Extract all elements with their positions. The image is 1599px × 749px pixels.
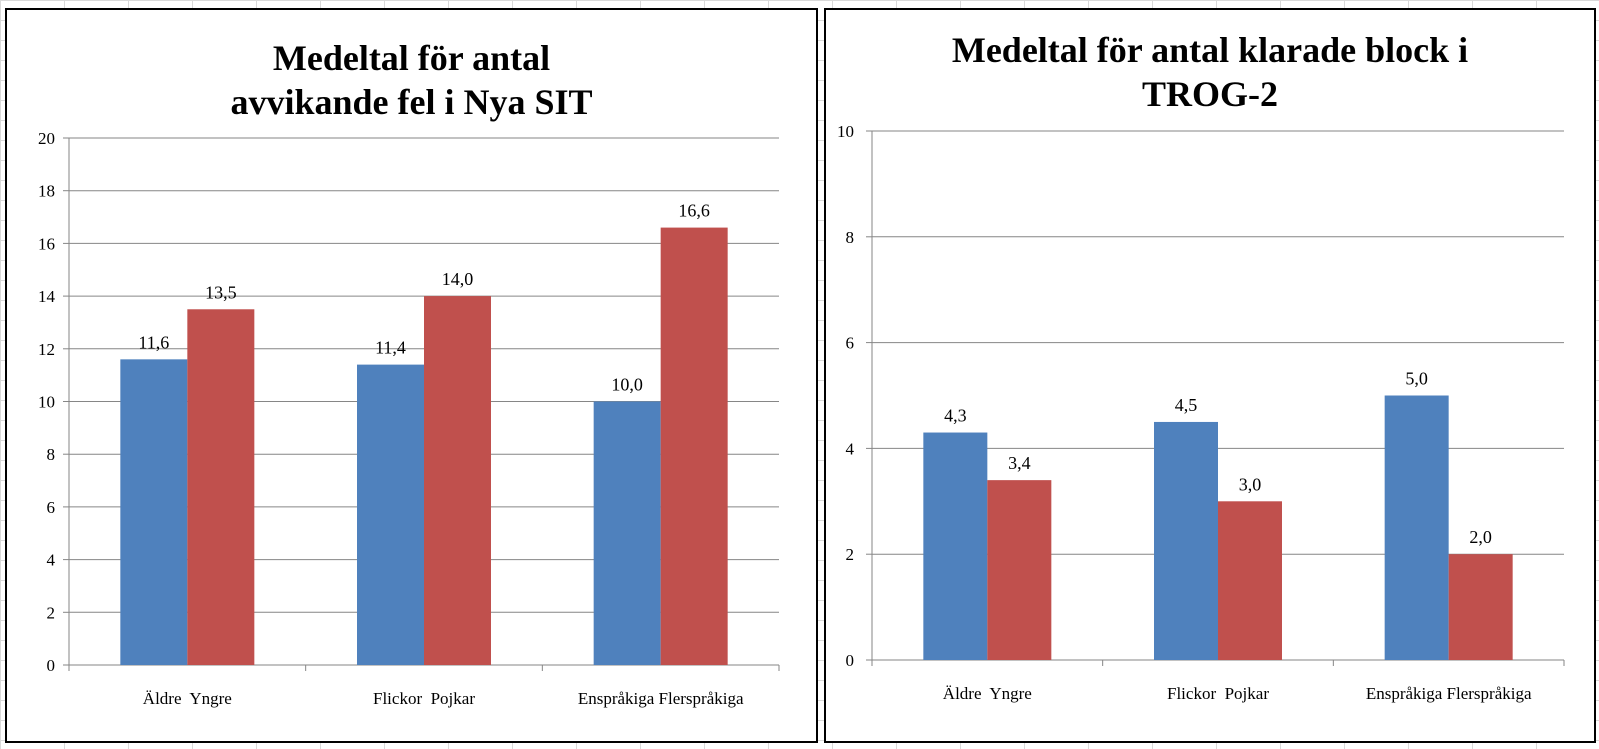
chart-title-trog2: Medeltal för antal klarade block i TROG-…	[826, 28, 1594, 116]
data-label: 11,6	[138, 332, 169, 352]
bar	[1384, 395, 1449, 660]
bar	[987, 480, 1052, 660]
bar	[660, 227, 728, 665]
y-tick-label: 14	[38, 287, 56, 306]
bar	[424, 296, 491, 665]
y-tick-label: 18	[38, 182, 55, 201]
data-label: 14,0	[442, 269, 474, 289]
y-tick-label: 12	[38, 340, 55, 359]
data-label: 13,5	[205, 282, 237, 302]
category-label: Enspråkiga Flerspråkiga	[1366, 684, 1532, 703]
category-label: Enspråkiga Flerspråkiga	[578, 689, 744, 708]
bar	[1448, 554, 1513, 660]
y-tick-label: 10	[837, 122, 854, 141]
data-label: 16,6	[678, 201, 710, 221]
y-tick-label: 6	[47, 498, 56, 517]
y-tick-label: 4	[47, 551, 56, 570]
y-tick-label: 0	[47, 656, 56, 675]
category-label: Flickor Pojkar	[373, 689, 475, 708]
chart-title-line: Medeltal för antal klarade block i	[951, 30, 1469, 70]
y-tick-label: 8	[846, 228, 855, 247]
bar-chart-nya-sit: 0 2 4 6 8 10 12 14 16 18 20 11,6 13,5 Äldre Yngre 11,4…	[38, 129, 780, 708]
data-label: 11,4	[375, 338, 406, 358]
bar	[357, 364, 424, 665]
bar	[120, 359, 188, 665]
y-tick-label: 0	[846, 651, 855, 670]
y-tick-label: 8	[47, 445, 56, 464]
bar	[1218, 501, 1282, 660]
y-tick-label: 2	[47, 603, 56, 622]
bar	[923, 432, 988, 660]
chart-title-line: avvikande fel i Nya SIT	[230, 82, 593, 122]
category-label: Flickor Pojkar	[1167, 684, 1269, 703]
chart-title-line: Medeltal för antal	[272, 38, 551, 78]
data-label: 4,3	[944, 406, 967, 426]
y-tick-label: 6	[846, 334, 855, 353]
bar	[1154, 421, 1218, 660]
category-label: Äldre Yngre	[143, 689, 232, 708]
bar	[187, 309, 255, 665]
chart-panel-nya-sit: Medeltal för antal avvikande fel i Nya S…	[5, 8, 818, 743]
data-label: 3,0	[1239, 474, 1262, 494]
data-label: 10,0	[611, 375, 643, 395]
bar-chart-trog2: 0 2 4 6 8 10 4,3 3,4 Äldre Yngre 4,5 3,0 Flickor Po…	[837, 122, 1565, 703]
y-tick-label: 10	[38, 393, 55, 412]
y-tick-label: 4	[846, 439, 855, 458]
bar	[593, 401, 661, 665]
data-label: 2,0	[1469, 527, 1492, 547]
y-tick-label: 2	[846, 545, 855, 564]
y-tick-label: 20	[38, 129, 55, 148]
y-tick-label: 16	[38, 234, 55, 253]
category-label: Äldre Yngre	[943, 684, 1032, 703]
chart-title-nya-sit: Medeltal för antal avvikande fel i Nya S…	[7, 36, 816, 124]
data-label: 5,0	[1405, 369, 1428, 389]
data-label: 3,4	[1008, 453, 1031, 473]
data-label: 4,5	[1175, 395, 1198, 415]
chart-title-line: TROG-2	[1141, 74, 1278, 114]
chart-panel-trog2: Medeltal för antal klarade block i TROG-…	[824, 8, 1596, 743]
